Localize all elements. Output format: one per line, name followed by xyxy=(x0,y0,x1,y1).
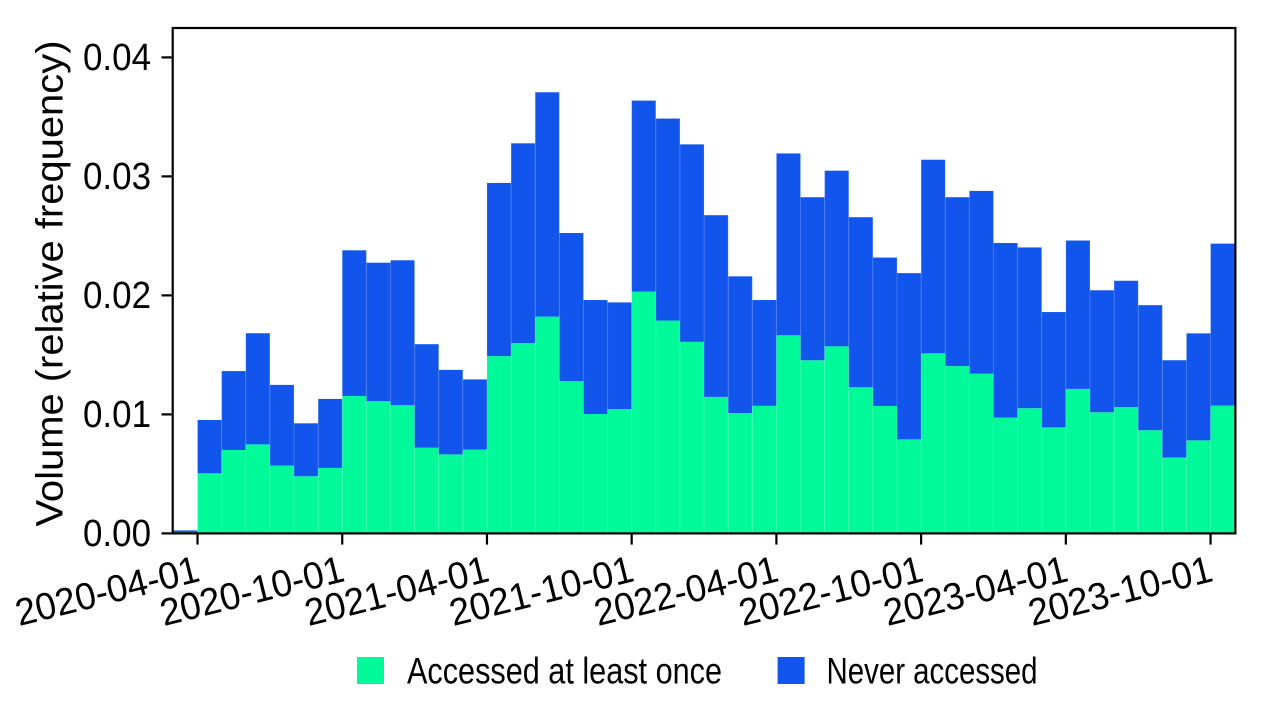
svg-text:0.01: 0.01 xyxy=(83,394,151,436)
svg-text:0.00: 0.00 xyxy=(83,513,151,555)
svg-text:0.02: 0.02 xyxy=(83,275,151,317)
svg-text:Accessed at least once: Accessed at least once xyxy=(407,651,722,692)
svg-text:Never accessed: Never accessed xyxy=(827,651,1038,692)
svg-text:0.04: 0.04 xyxy=(83,37,151,79)
svg-text:0.03: 0.03 xyxy=(83,156,151,198)
svg-text:Volume (relative frequency): Volume (relative frequency) xyxy=(30,41,72,527)
